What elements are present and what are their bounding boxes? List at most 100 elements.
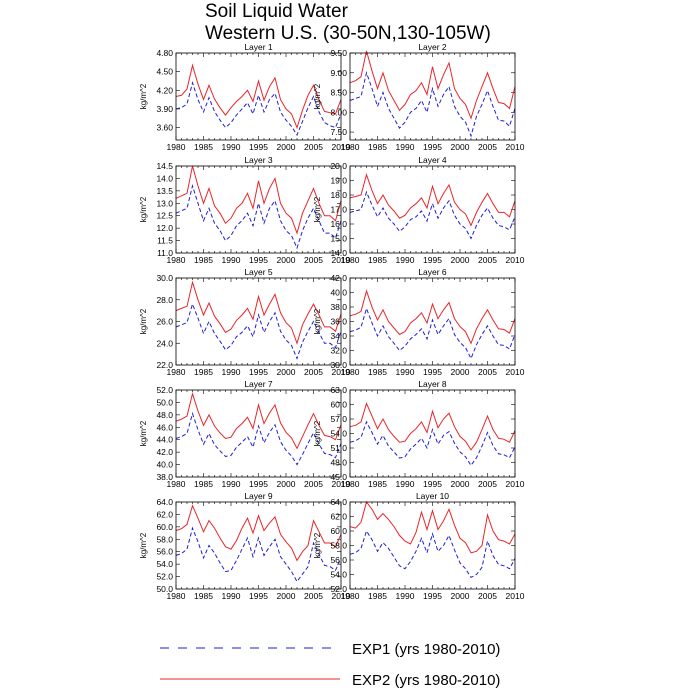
y-tick-label: 38.0: [156, 472, 173, 482]
y-tick-label: 50.0: [156, 397, 173, 407]
y-tick-label: 30.0: [330, 360, 347, 370]
y-axis-label: kg/m^2: [139, 308, 148, 334]
x-tick-label: 1985: [194, 255, 213, 265]
x-tick-label: 1985: [368, 255, 387, 265]
y-tick-label: 11.5: [157, 236, 173, 246]
series-exp2-line: [349, 500, 516, 554]
panel-title: Layer 6: [418, 267, 447, 277]
x-tick-label: 2010: [332, 367, 351, 377]
series-exp1-line: [175, 526, 342, 583]
x-tick-label: 2010: [332, 479, 351, 489]
panel-frame: [349, 501, 516, 590]
y-tick-label: 63.0: [330, 385, 347, 395]
y-tick-label: 17.0: [330, 205, 347, 215]
x-tick-label: 2005: [304, 367, 323, 377]
x-tick-label: 2010: [506, 591, 525, 601]
y-axis-label: kg/m^2: [313, 83, 322, 109]
x-tick-label: 1980: [341, 479, 360, 489]
y-tick-label: 13.5: [156, 186, 173, 196]
y-axis-label: kg/m^2: [313, 532, 322, 558]
y-tick-label: 3.60: [156, 123, 173, 133]
y-tick-label: 12.0: [156, 223, 173, 233]
x-tick-label: 2000: [451, 255, 470, 265]
x-tick-label: 2000: [277, 367, 296, 377]
x-tick-label: 1995: [423, 255, 442, 265]
y-tick-label: 4.20: [156, 85, 173, 95]
panel-title: Layer 10: [416, 491, 449, 501]
x-tick-label: 1990: [222, 367, 241, 377]
y-tick-label: 14.5: [156, 161, 173, 171]
x-tick-label: 1995: [423, 591, 442, 601]
y-tick-label: 56.0: [330, 555, 347, 565]
y-tick-label: 20.0: [330, 161, 347, 171]
series-exp2-line: [175, 280, 342, 345]
series-exp1-line: [175, 184, 342, 250]
y-tick-label: 40.0: [330, 288, 347, 298]
series-exp2-line: [175, 165, 342, 235]
series-exp2-line: [349, 50, 516, 120]
y-tick-label: 58.0: [330, 541, 347, 551]
x-tick-label: 1995: [249, 142, 268, 152]
series-exp2-line: [175, 63, 342, 130]
series-exp1-line: [349, 529, 516, 579]
y-tick-label: 51.0: [330, 443, 347, 453]
y-tick-label: 42.0: [156, 447, 173, 457]
x-tick-label: 1980: [341, 142, 360, 152]
x-tick-label: 1990: [222, 142, 241, 152]
panel-title: Layer 4: [418, 155, 447, 165]
panel-layer-6: Layer 6 kg/m^2 1980 1985 1990 1995 2000 2005 201…: [313, 267, 525, 377]
y-tick-label: 12.5: [156, 211, 173, 221]
x-tick-label: 2000: [451, 591, 470, 601]
x-tick-label: 2005: [304, 591, 323, 601]
x-tick-label: 2005: [478, 367, 497, 377]
x-tick-label: 2005: [478, 255, 497, 265]
y-axis-label: kg/m^2: [313, 196, 322, 222]
x-tick-label: 2000: [277, 479, 296, 489]
y-tick-label: 60.0: [330, 526, 347, 536]
x-tick-label: 1990: [396, 591, 415, 601]
y-tick-label: 60.0: [156, 522, 173, 532]
series-exp1-line: [175, 411, 342, 466]
x-tick-label: 2000: [451, 142, 470, 152]
y-tick-label: 19.0: [330, 176, 347, 186]
y-tick-label: 16.0: [330, 219, 347, 229]
x-tick-label: 2000: [277, 142, 296, 152]
y-tick-label: 58.0: [156, 534, 173, 544]
panel-layer-10: Layer 10 kg/m^2 1980 1985 1990 1995 2000 2005 20…: [313, 491, 525, 601]
x-tick-label: 1995: [423, 479, 442, 489]
x-tick-label: 2000: [451, 479, 470, 489]
panel-title: Layer 8: [418, 379, 447, 389]
y-tick-label: 62.0: [156, 509, 173, 519]
x-tick-label: 2005: [304, 255, 323, 265]
x-tick-label: 1980: [167, 255, 186, 265]
panel-frame: [175, 52, 342, 141]
y-tick-label: 14.0: [330, 248, 347, 258]
series-exp2-line: [349, 173, 516, 227]
x-tick-label: 1990: [222, 479, 241, 489]
y-axis-label: kg/m^2: [313, 308, 322, 334]
series-exp2-line: [175, 391, 342, 450]
x-tick-label: 2000: [451, 367, 470, 377]
x-tick-label: 1980: [167, 479, 186, 489]
panel-layer-1: Layer 1 kg/m^2 1980 1985 1990 1995 2000 2005 201…: [139, 42, 351, 152]
y-tick-label: 60.0: [330, 400, 347, 410]
y-axis-label: kg/m^2: [313, 420, 322, 446]
x-tick-label: 1990: [222, 255, 241, 265]
y-tick-label: 9.00: [330, 68, 347, 78]
x-tick-label: 2005: [478, 591, 497, 601]
x-tick-label: 1980: [341, 367, 360, 377]
x-tick-label: 1985: [368, 142, 387, 152]
y-tick-label: 56.0: [156, 547, 173, 557]
y-tick-label: 32.0: [330, 346, 347, 356]
y-axis-label: kg/m^2: [139, 420, 148, 446]
y-tick-label: 34.0: [330, 331, 347, 341]
panel-frame: [175, 277, 342, 366]
x-tick-label: 1985: [194, 479, 213, 489]
x-tick-label: 1995: [249, 479, 268, 489]
panel-layer-9: Layer 9 kg/m^2 1980 1985 1990 1995 2000 2005 201…: [139, 491, 351, 601]
x-tick-label: 1995: [249, 255, 268, 265]
y-tick-label: 8.50: [330, 88, 347, 98]
panel-layer-2: Layer 2 kg/m^2 1980 1985 1990 1995 2000 2005 201…: [313, 42, 525, 152]
y-tick-label: 14.0: [156, 173, 173, 183]
